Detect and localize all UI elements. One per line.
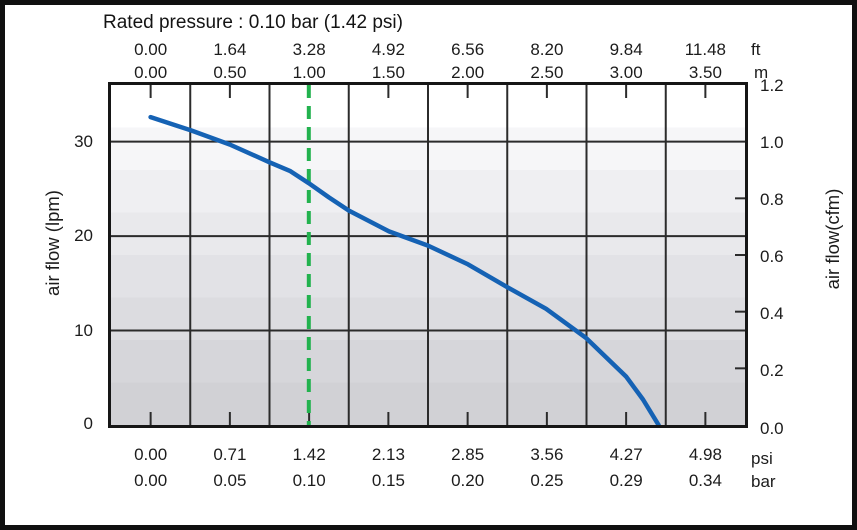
top-axis-ft-ticks: 0.00 1.64 3.28 4.92 6.56 8.20 9.84 11.48: [111, 40, 745, 60]
tick-label: 1.64: [213, 40, 247, 59]
flow-curve: [148, 114, 661, 425]
left-axis-tick-label: 10: [74, 321, 93, 340]
tick-label: 0.34: [688, 471, 722, 490]
tick-label: 4.98: [688, 445, 722, 464]
tick-label: 4.27: [609, 445, 643, 464]
right-axis-tick-label: 1.2: [760, 76, 784, 95]
tick-label: 2.00: [451, 63, 485, 82]
tick-label: 0.29: [609, 471, 643, 490]
tick-label: 0.00: [134, 40, 168, 59]
tick-label: 2.13: [371, 445, 405, 464]
right-axis-tick-label: 1.0: [760, 133, 784, 152]
tick-label: 0.20: [451, 471, 485, 490]
right-axis-tick-label: 0.2: [760, 361, 784, 380]
top-axis-m-unit: m: [754, 63, 769, 82]
tick-label: 1.00: [292, 63, 326, 82]
tick-label: 0.00: [134, 471, 168, 490]
bottom-axis-bar-unit: bar: [751, 472, 776, 491]
chart-title: Rated pressure : 0.10 bar (1.42 psi): [103, 12, 403, 33]
tick-label: 0.00: [134, 445, 168, 464]
tick-label: 3.00: [609, 63, 643, 82]
plot-area: [108, 82, 748, 428]
tick-label: 0.05: [213, 471, 247, 490]
tick-label: 0.00: [134, 63, 168, 82]
right-axis-title: air flow(cfm): [822, 188, 843, 290]
tick-label: 2.50: [530, 63, 564, 82]
tick-label: 6.56: [451, 40, 485, 59]
plot-svg: [111, 85, 745, 425]
top-axis-ft-unit: ft: [751, 40, 761, 59]
tick-label: 8.20: [530, 40, 564, 59]
tick-label: 0.10: [292, 471, 326, 490]
left-axis-tick-label: 0: [83, 414, 93, 433]
tick-label: 0.71: [213, 445, 247, 464]
top-axis-m-ticks: 0.00 0.50 1.00 1.50 2.00 2.50 3.00 3.50: [111, 63, 745, 83]
tick-label: 0.25: [530, 471, 564, 490]
tick-label: 0.50: [213, 63, 247, 82]
tick-label: 1.50: [371, 63, 405, 82]
tick-label: 3.50: [688, 63, 722, 82]
tick-label: 11.48: [684, 40, 727, 59]
tick-label: 4.92: [371, 40, 405, 59]
right-axis-tick-label: 0.8: [760, 190, 784, 209]
tick-label: 1.42: [292, 445, 326, 464]
tick-label: 0.15: [371, 471, 405, 490]
tick-label: 3.56: [530, 445, 564, 464]
left-axis-tick-label: 20: [74, 226, 93, 245]
right-axis-tick-label: 0.0: [760, 419, 784, 438]
bottom-axis-psi-ticks: 0.00 0.71 1.42 2.13 2.85 3.56 4.27 4.98: [111, 445, 745, 465]
bottom-axis-bar-ticks: 0.00 0.05 0.10 0.15 0.20 0.25 0.29 0.34: [111, 471, 745, 491]
left-axis-title: air flow (lpm): [42, 190, 63, 296]
tick-label: 9.84: [609, 40, 643, 59]
tick-label: 3.28: [292, 40, 326, 59]
right-axis-tick-label: 0.4: [760, 304, 784, 323]
bottom-axis-psi-unit: psi: [751, 449, 773, 468]
left-axis-tick-label: 30: [74, 132, 93, 151]
tick-label: 2.85: [451, 445, 485, 464]
right-axis-tick-label: 0.6: [760, 247, 784, 266]
